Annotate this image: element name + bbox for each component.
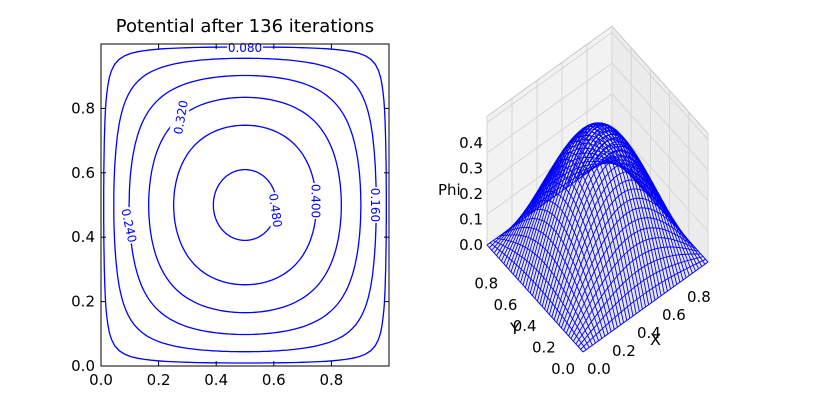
contour-label-bg	[169, 98, 192, 137]
x-tick-label: 0.6	[262, 371, 286, 389]
y-tick-label: 0.2	[71, 293, 95, 311]
surface-axis-ticks: 0.00.20.40.60.80.00.20.40.60.80.00.10.20…	[459, 134, 711, 378]
wire-line-y	[493, 240, 590, 348]
wire-line-y	[589, 150, 687, 278]
contour-label-bg	[368, 187, 385, 223]
contour-labels: 0.080 0.160 0.240 0.320 0.400 0.480	[118, 39, 385, 245]
contour-chart: Potential after 136 iterations 0.080 0.16…	[71, 16, 390, 389]
wire-line-y	[489, 242, 587, 351]
x3d-tick-label: 0.8	[687, 288, 711, 306]
wire-line-y	[555, 122, 653, 303]
wire-line-y	[530, 152, 628, 321]
y-axis-ticks: 0.0 0.2 0.4 0.6 0.8	[71, 99, 389, 375]
wire-line-y	[611, 154, 709, 263]
pane-gridline	[486, 93, 709, 202]
contour-line	[113, 57, 377, 353]
y-tick-label: 0.4	[71, 228, 95, 246]
x3d-tick-label: 0.6	[662, 306, 686, 324]
contour-line	[212, 168, 278, 242]
wire-line-y	[486, 244, 584, 353]
wire-line-y	[496, 237, 593, 346]
z3d-tick-label: 0.4	[459, 134, 483, 152]
contour-label-bg	[118, 206, 142, 245]
contour-level-label: 0.400	[308, 184, 322, 218]
x-tick-label: 0.8	[319, 371, 343, 389]
z3d-tick-label: 0.3	[459, 159, 483, 177]
wire-line-y	[505, 218, 603, 339]
contour-line	[172, 124, 318, 286]
y-axis-label: Y	[509, 319, 520, 338]
wire-line-y	[608, 156, 706, 265]
x-tick-label: 0.0	[89, 371, 113, 389]
wire-line-y	[511, 199, 609, 335]
y3d-tick-label: 0.6	[494, 296, 518, 314]
x-tick-label: 0.2	[147, 371, 171, 389]
wire-line-y	[508, 209, 606, 337]
y-tick-label: 0.6	[71, 164, 95, 182]
wire-line-y	[533, 145, 631, 319]
wire-line-y	[580, 137, 678, 285]
pane-gridline	[486, 123, 709, 232]
pane-gridline	[486, 62, 709, 171]
z3d-tick-label: 0.1	[459, 210, 483, 228]
y3d-tick-label: 0.0	[551, 360, 575, 378]
x-tick-label: 0.4	[204, 371, 228, 389]
z3d-tick-label: 0.2	[459, 185, 483, 203]
x-axis-ticks: 0.0 0.2 0.4 0.6 0.8	[89, 44, 343, 389]
surface-wireframe	[486, 122, 709, 353]
contour-label-bg	[308, 183, 325, 220]
contour-label-bg	[227, 39, 263, 56]
wire-line-y	[524, 166, 621, 326]
surface-chart: 0.00.20.40.60.80.00.20.40.60.80.00.10.20…	[438, 25, 711, 378]
contour-line	[148, 96, 342, 314]
x3d-tick-label: 0.4	[637, 324, 661, 342]
pane-gridline	[486, 31, 709, 140]
wire-line-y	[586, 145, 684, 281]
contour-label-bg	[265, 191, 287, 230]
wire-line-y	[552, 123, 650, 305]
wire-line-y	[549, 125, 646, 308]
y3d-tick-label: 0.2	[532, 339, 556, 357]
wire-line-y	[502, 226, 600, 341]
contour-line	[128, 74, 362, 336]
wire-line-y	[527, 158, 625, 323]
y3d-tick-label: 0.8	[474, 274, 498, 292]
wire-line-y	[577, 133, 675, 287]
z-axis-label: Phi	[438, 181, 461, 199]
x3d-tick-label: 0.0	[587, 360, 611, 378]
wire-line-y	[536, 140, 634, 317]
contour-level-label: 0.320	[171, 99, 191, 135]
wire-line-y	[593, 155, 690, 276]
contour-level-label: 0.240	[118, 207, 139, 244]
wire-line-y	[574, 130, 671, 290]
wire-line-y	[564, 123, 662, 296]
wire-line-y	[499, 234, 596, 344]
wire-line-y	[539, 135, 637, 314]
contour-level-label: 0.160	[368, 188, 382, 222]
contour-level-label: 0.480	[266, 192, 285, 228]
wire-line-y	[596, 159, 693, 274]
y3d-tick-label: 0.4	[513, 317, 537, 335]
x-axis-label: X	[650, 330, 661, 349]
chart-title: Potential after 136 iterations	[116, 16, 374, 37]
contour-lines	[103, 46, 387, 364]
z3d-tick-label: 0.0	[459, 236, 483, 254]
contour-line	[103, 46, 387, 364]
contour-level-label: 0.080	[228, 41, 262, 55]
wire-line-y	[583, 141, 681, 283]
x3d-tick-label: 0.2	[612, 342, 636, 360]
y-tick-label: 0.8	[71, 99, 95, 117]
y-tick-label: 0.0	[71, 357, 95, 375]
plot-frame	[100, 43, 390, 367]
